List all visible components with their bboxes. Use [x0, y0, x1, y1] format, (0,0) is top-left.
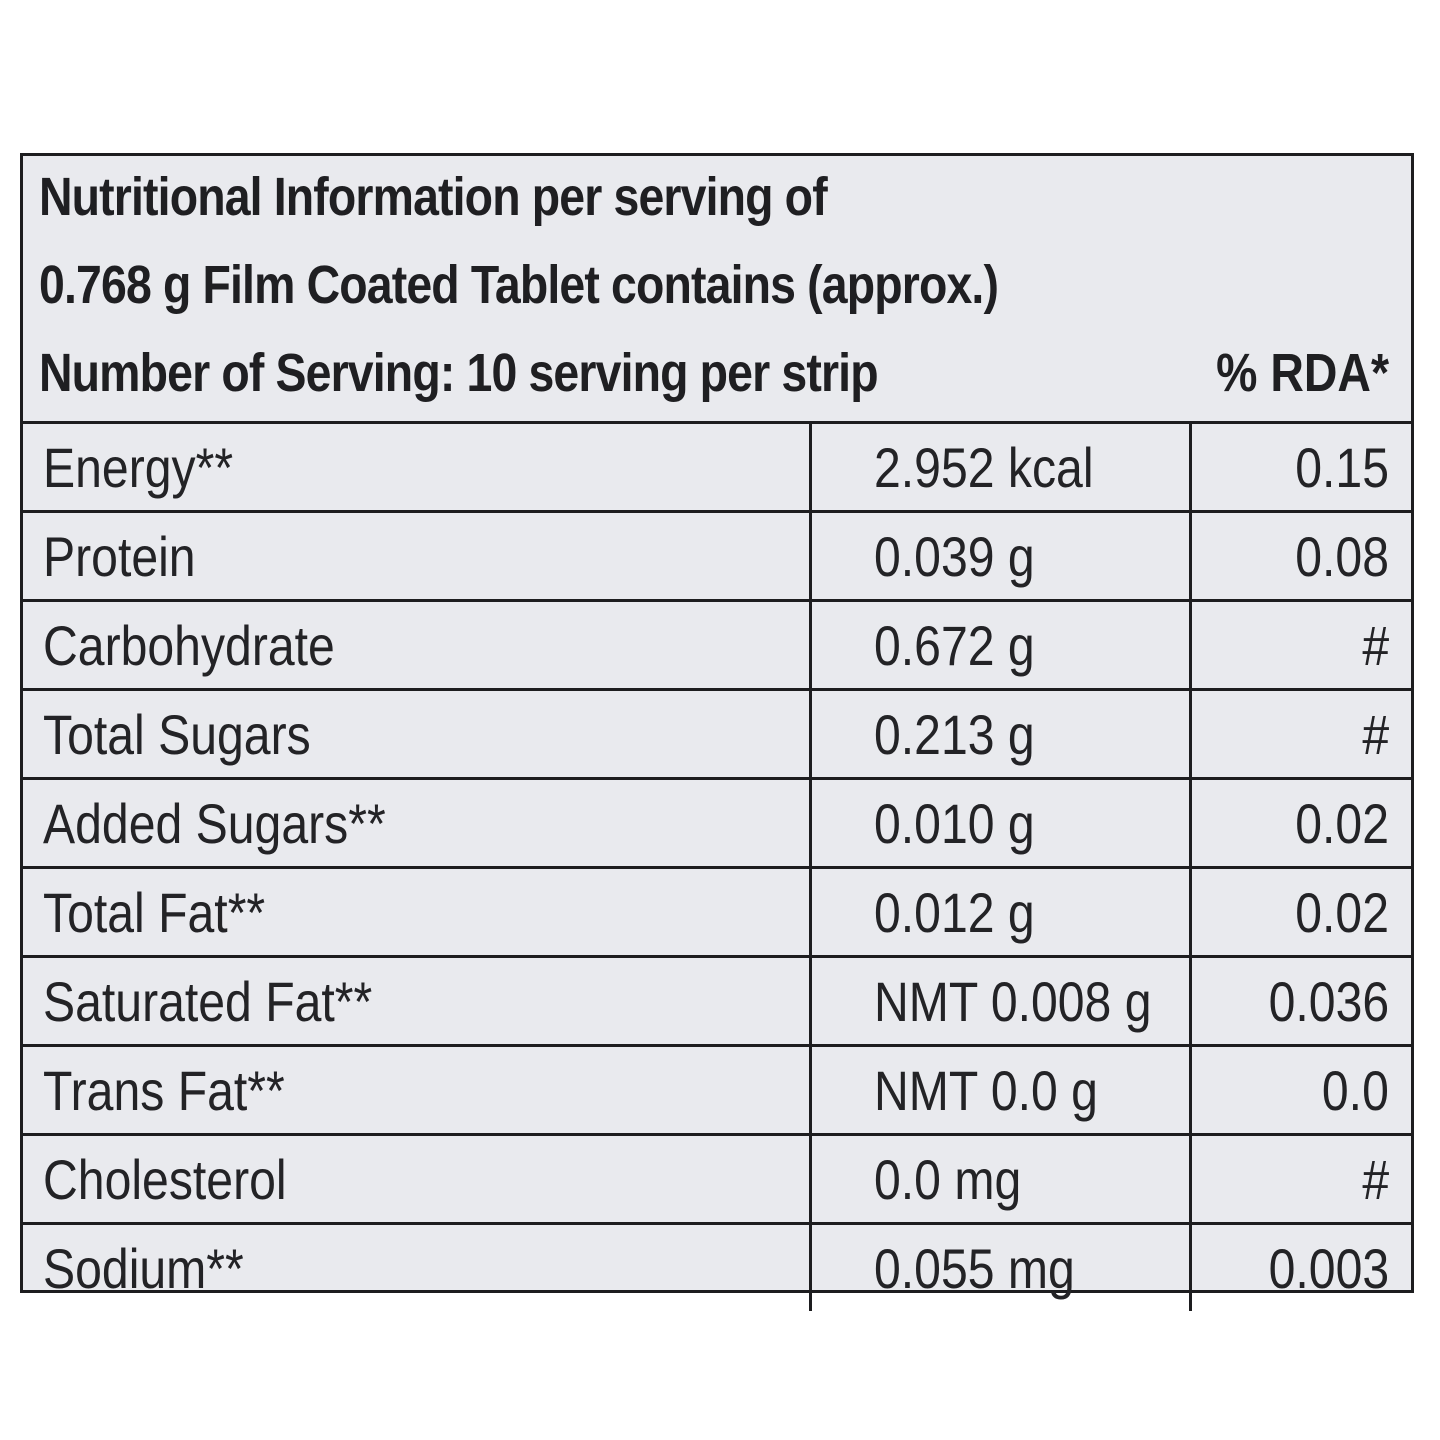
- table-row: Saturated Fat** NMT 0.008 g 0.036: [23, 956, 1411, 1047]
- header-title-line-1: Nutritional Information per serving of: [39, 167, 828, 227]
- nutrient-name: Total Sugars: [43, 702, 311, 766]
- nutrient-rda: 0.15: [1295, 435, 1389, 499]
- nutrient-amount: 0.010 g: [874, 791, 1035, 855]
- nutrient-amount-cell: 0.010 g: [810, 778, 1192, 869]
- nutrient-rda: 0.036: [1268, 969, 1389, 1033]
- header-title-line-2: 0.768 g Film Coated Tablet contains (app…: [39, 255, 999, 315]
- nutrient-amount: 2.952 kcal: [874, 435, 1094, 499]
- nutrient-amount-cell: NMT 0.008 g: [810, 956, 1192, 1047]
- nutrient-rda: 0.02: [1295, 880, 1389, 944]
- nutrient-amount: 0.012 g: [874, 880, 1035, 944]
- nutrient-amount: NMT 0.0 g: [874, 1058, 1098, 1122]
- nutrient-rda-cell: 0.036: [1190, 956, 1411, 1047]
- nutrient-rda-cell: 0.02: [1190, 778, 1411, 869]
- nutrient-amount-cell: 0.0 mg: [810, 1134, 1192, 1225]
- nutrient-rda-cell: #: [1190, 689, 1411, 780]
- nutrient-rda: 0.02: [1295, 791, 1389, 855]
- nutrient-name-cell: Cholesterol: [23, 1134, 812, 1225]
- nutrient-name: Saturated Fat**: [43, 969, 373, 1033]
- nutrient-amount-cell: NMT 0.0 g: [810, 1045, 1192, 1136]
- nutrient-rda-cell: 0.15: [1190, 424, 1411, 513]
- table-row: Carbohydrate 0.672 g #: [23, 600, 1411, 691]
- nutrient-amount-cell: 0.039 g: [810, 511, 1192, 602]
- nutrient-name-cell: Protein: [23, 511, 812, 602]
- nutrient-name-cell: Total Fat**: [23, 867, 812, 958]
- nutrient-amount-cell: 0.672 g: [810, 600, 1192, 691]
- nutrient-name: Total Fat**: [43, 880, 266, 944]
- nutrient-name: Carbohydrate: [43, 613, 335, 677]
- nutrient-name-cell: Carbohydrate: [23, 600, 812, 691]
- nutrition-table: Energy** 2.952 kcal 0.15 Protein 0.039 g 0.08…: [23, 424, 1411, 1311]
- nutrient-name: Trans Fat**: [43, 1058, 285, 1122]
- nutrition-header: Nutritional Information per serving of 0…: [23, 156, 1411, 424]
- nutrient-rda: #: [1362, 1147, 1389, 1211]
- nutrient-name: Cholesterol: [43, 1147, 287, 1211]
- nutrient-name-cell: Added Sugars**: [23, 778, 812, 869]
- nutrient-rda: 0.0: [1322, 1058, 1389, 1122]
- nutrient-amount-cell: 0.213 g: [810, 689, 1192, 780]
- nutrient-amount: 0.055 mg: [874, 1236, 1075, 1300]
- header-servings-line: Number of Serving: 10 serving per strip: [39, 343, 879, 403]
- table-row: Sodium** 0.055 mg 0.003: [23, 1223, 1412, 1312]
- nutrient-rda: 0.003: [1268, 1236, 1389, 1300]
- table-row: Added Sugars** 0.010 g 0.02: [23, 778, 1411, 869]
- nutrient-name-cell: Total Sugars: [23, 689, 812, 780]
- nutrition-label-panel: Nutritional Information per serving of 0…: [20, 153, 1414, 1311]
- nutrient-amount-cell: 2.952 kcal: [810, 424, 1192, 513]
- nutrient-rda: 0.08: [1295, 524, 1389, 588]
- nutrient-amount: 0.039 g: [874, 524, 1035, 588]
- nutrient-name: Protein: [43, 524, 196, 588]
- nutrient-rda-cell: 0.02: [1190, 867, 1411, 958]
- nutrient-name-cell: Trans Fat**: [23, 1045, 812, 1136]
- nutrient-amount: 0.672 g: [874, 613, 1035, 677]
- nutrient-rda-cell: #: [1190, 600, 1411, 691]
- nutrient-amount: 0.0 mg: [874, 1147, 1022, 1211]
- table-row: Energy** 2.952 kcal 0.15: [23, 424, 1411, 513]
- nutrient-amount-cell: 0.055 mg: [810, 1223, 1192, 1311]
- nutrient-rda: #: [1362, 613, 1389, 677]
- nutrient-name-cell: Sodium**: [23, 1223, 812, 1311]
- table-row: Total Fat** 0.012 g 0.02: [23, 867, 1411, 958]
- nutrient-name: Added Sugars**: [43, 791, 386, 855]
- nutrient-amount: 0.213 g: [874, 702, 1035, 766]
- nutrient-name: Energy**: [43, 435, 234, 499]
- table-row: Trans Fat** NMT 0.0 g 0.0: [23, 1045, 1411, 1136]
- nutrient-rda-cell: 0.0: [1190, 1045, 1411, 1136]
- table-row: Protein 0.039 g 0.08: [23, 511, 1411, 602]
- nutrient-rda-cell: #: [1190, 1134, 1411, 1225]
- nutrient-name: Sodium**: [43, 1236, 244, 1300]
- nutrient-amount: NMT 0.008 g: [874, 969, 1152, 1033]
- rda-column-header: % RDA*: [1216, 343, 1389, 403]
- nutrient-name-cell: Saturated Fat**: [23, 956, 812, 1047]
- nutrient-rda-cell: 0.08: [1190, 511, 1411, 602]
- nutrient-amount-cell: 0.012 g: [810, 867, 1192, 958]
- nutrient-name-cell: Energy**: [23, 424, 812, 513]
- table-row: Total Sugars 0.213 g #: [23, 689, 1411, 780]
- table-row: Cholesterol 0.0 mg #: [23, 1134, 1411, 1225]
- nutrient-rda-cell: 0.003: [1191, 1224, 1412, 1312]
- nutrient-rda: #: [1362, 702, 1389, 766]
